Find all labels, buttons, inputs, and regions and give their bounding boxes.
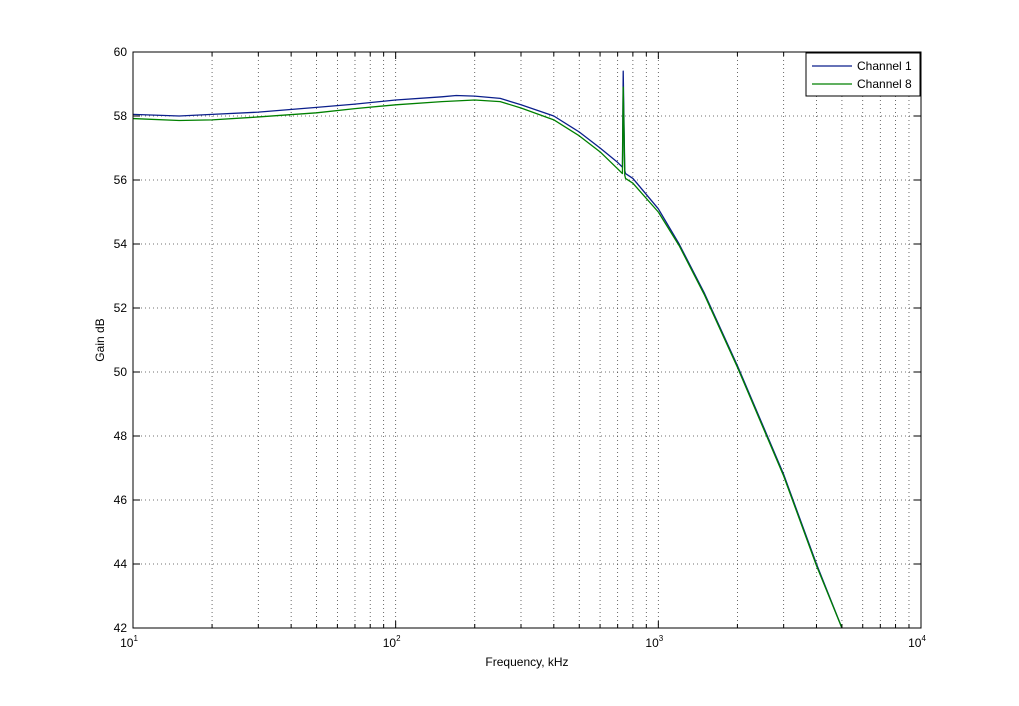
x-tick-label: 104 xyxy=(908,634,926,650)
y-tick-label: 50 xyxy=(114,365,128,379)
x-tick-label: 102 xyxy=(383,634,401,650)
x-tick-label-exponent: 2 xyxy=(396,634,401,643)
x-tick-label-base: 10 xyxy=(645,636,659,650)
x-tick-label-exponent: 3 xyxy=(659,634,664,643)
legend: Channel 1 Channel 8 xyxy=(805,52,921,97)
axis-ticks xyxy=(133,51,921,629)
y-axis-label: Gain dB xyxy=(93,318,107,361)
y-tick-label: 56 xyxy=(114,173,128,187)
grid-lines xyxy=(133,52,921,628)
x-axis-label: Frequency, kHz xyxy=(485,655,568,669)
y-tick-label: 54 xyxy=(114,237,128,251)
y-tick-label: 60 xyxy=(114,45,128,59)
y-tick-label: 52 xyxy=(114,301,128,315)
x-tick-label: 101 xyxy=(120,634,138,650)
series-layer xyxy=(132,70,843,629)
legend-box xyxy=(805,52,921,97)
x-tick-label-base: 10 xyxy=(120,636,134,650)
x-tick-label-exponent: 4 xyxy=(921,634,926,643)
y-tick-label: 42 xyxy=(114,621,128,635)
x-tick-label-exponent: 1 xyxy=(133,634,138,643)
plot-area xyxy=(133,52,921,628)
legend-label-channel-1: Channel 1 xyxy=(857,59,912,73)
y-tick-label: 44 xyxy=(114,557,128,571)
x-tick-label-base: 10 xyxy=(908,636,922,650)
x-tick-label-base: 10 xyxy=(383,636,397,650)
x-tick-label: 103 xyxy=(645,634,663,650)
plot-frame xyxy=(132,51,922,629)
y-tick-label: 58 xyxy=(114,109,128,123)
y-tick-label: 46 xyxy=(114,493,128,507)
series-line-channel-1 xyxy=(132,70,843,629)
series-line-channel-8 xyxy=(132,86,843,629)
legend-label-channel-8: Channel 8 xyxy=(857,77,912,91)
y-tick-label: 48 xyxy=(114,429,128,443)
